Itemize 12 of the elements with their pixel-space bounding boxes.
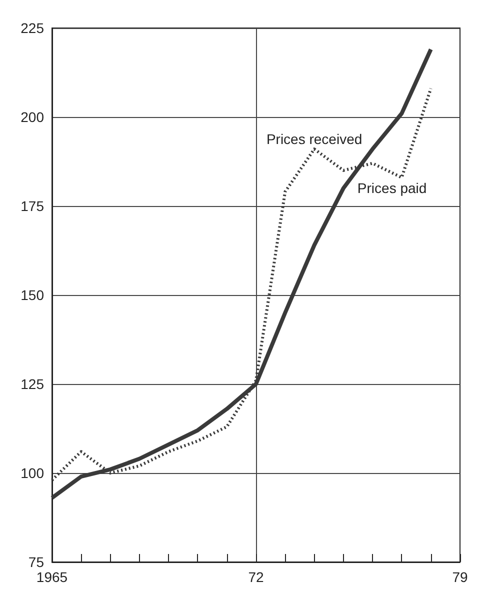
x-tick-label: 72 (248, 569, 264, 585)
y-tick-label: 75 (28, 554, 44, 570)
x-tick-label: 1965 (36, 569, 68, 585)
y-tick-label: 150 (20, 287, 44, 303)
y-tick-label: 125 (20, 376, 44, 392)
y-tick-label: 225 (20, 20, 44, 36)
y-tick-label: 175 (20, 198, 44, 214)
x-tick-label: 79 (452, 569, 468, 585)
series-label: Prices received (266, 131, 362, 148)
series-label: Prices paid (357, 180, 427, 196)
y-tick-label: 100 (20, 465, 44, 481)
y-tick-label: 200 (20, 109, 44, 125)
